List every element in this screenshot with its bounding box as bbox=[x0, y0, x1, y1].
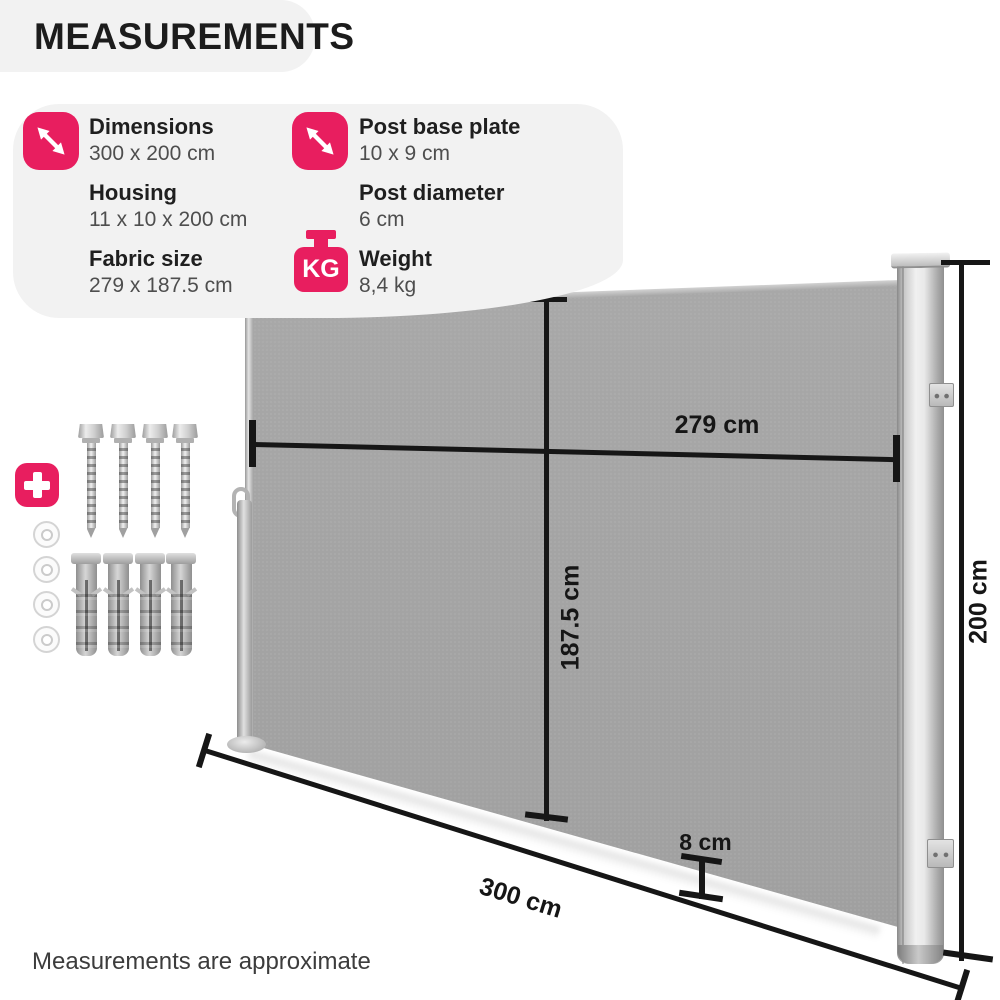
washer bbox=[33, 521, 60, 548]
dim-line-post-height bbox=[959, 262, 964, 961]
dim-line-fabric-height bbox=[544, 300, 549, 821]
spec-value: 279 x 187.5 cm bbox=[89, 274, 233, 297]
footnote: Measurements are approximate bbox=[32, 948, 371, 975]
dim-tick bbox=[249, 420, 256, 467]
spec-label: Housing bbox=[89, 180, 177, 205]
cassette-post-foot bbox=[898, 945, 943, 964]
spec-label: Dimensions bbox=[89, 114, 214, 139]
dim-label-fabric-width: 279 cm bbox=[674, 411, 760, 439]
diagonal-arrows-glyph bbox=[37, 127, 65, 155]
spec-value: 300 x 200 cm bbox=[89, 142, 216, 165]
spec-item-housing: Housing 11 x 10 x 200 cm bbox=[89, 179, 247, 232]
pull-bar bbox=[237, 500, 252, 743]
dim-label-fabric-height: 187.5 cm bbox=[556, 564, 585, 671]
wall-plug bbox=[134, 553, 166, 659]
spec-label: Weight bbox=[359, 246, 432, 271]
dim-label-total-width: 300 cm bbox=[476, 872, 566, 924]
washer bbox=[33, 556, 60, 583]
title-chip: MEASUREMENTS bbox=[0, 0, 355, 72]
spec-value: 6 cm bbox=[359, 208, 405, 231]
spec-panel: Dimensions 300 x 200 cm Housing 11 x 10 … bbox=[13, 104, 623, 318]
washer bbox=[33, 626, 60, 653]
post-base-plate-diagonal-arrows-icon bbox=[292, 112, 348, 170]
kg-weight-knob bbox=[306, 230, 336, 239]
front-pole-base-plate bbox=[227, 736, 266, 753]
screw bbox=[171, 424, 199, 548]
screw bbox=[109, 424, 137, 548]
dimensions-diagonal-arrows-icon bbox=[23, 112, 79, 170]
plus-icon bbox=[15, 463, 59, 507]
spec-value: 8,4 kg bbox=[359, 274, 417, 297]
diagonal-arrows-glyph bbox=[306, 127, 334, 155]
spec-label: Post diameter bbox=[359, 180, 505, 205]
spec-value: 11 x 10 x 200 cm bbox=[89, 208, 248, 231]
wall-plug bbox=[70, 553, 102, 659]
spec-item-fabric-size: Fabric size 279 x 187.5 cm bbox=[89, 245, 233, 298]
wall-plug bbox=[165, 553, 197, 659]
wall-plug bbox=[102, 553, 134, 659]
spec-item-post-base-plate: Post base plate 10 x 9 cm bbox=[359, 113, 520, 166]
dim-label-ground-clearance: 8 cm bbox=[679, 829, 732, 855]
spec-label: Post base plate bbox=[359, 114, 521, 139]
kg-icon-text: KG bbox=[302, 255, 340, 283]
screw bbox=[141, 424, 169, 548]
spec-item-post-diameter: Post diameter 6 cm bbox=[359, 179, 505, 232]
spec-label: Fabric size bbox=[89, 246, 203, 271]
dim-tick bbox=[527, 297, 567, 302]
dim-line-ground-clearance bbox=[699, 860, 705, 899]
wall-bracket-top bbox=[929, 383, 954, 407]
spec-value: 10 x 9 cm bbox=[359, 142, 451, 165]
dim-tick bbox=[942, 949, 994, 963]
wall-bracket-bottom bbox=[927, 839, 954, 868]
kg-weight-icon: KG bbox=[294, 230, 348, 292]
washer bbox=[33, 591, 60, 618]
spec-item-weight: Weight 8,4 kg bbox=[359, 245, 432, 298]
screw bbox=[77, 424, 105, 548]
spec-item-dimensions: Dimensions 300 x 200 cm bbox=[89, 113, 215, 166]
dim-label-post-height: 200 cm bbox=[964, 559, 993, 644]
dim-tick bbox=[941, 260, 990, 265]
dim-tick bbox=[893, 435, 900, 482]
page-title: MEASUREMENTS bbox=[34, 16, 355, 57]
